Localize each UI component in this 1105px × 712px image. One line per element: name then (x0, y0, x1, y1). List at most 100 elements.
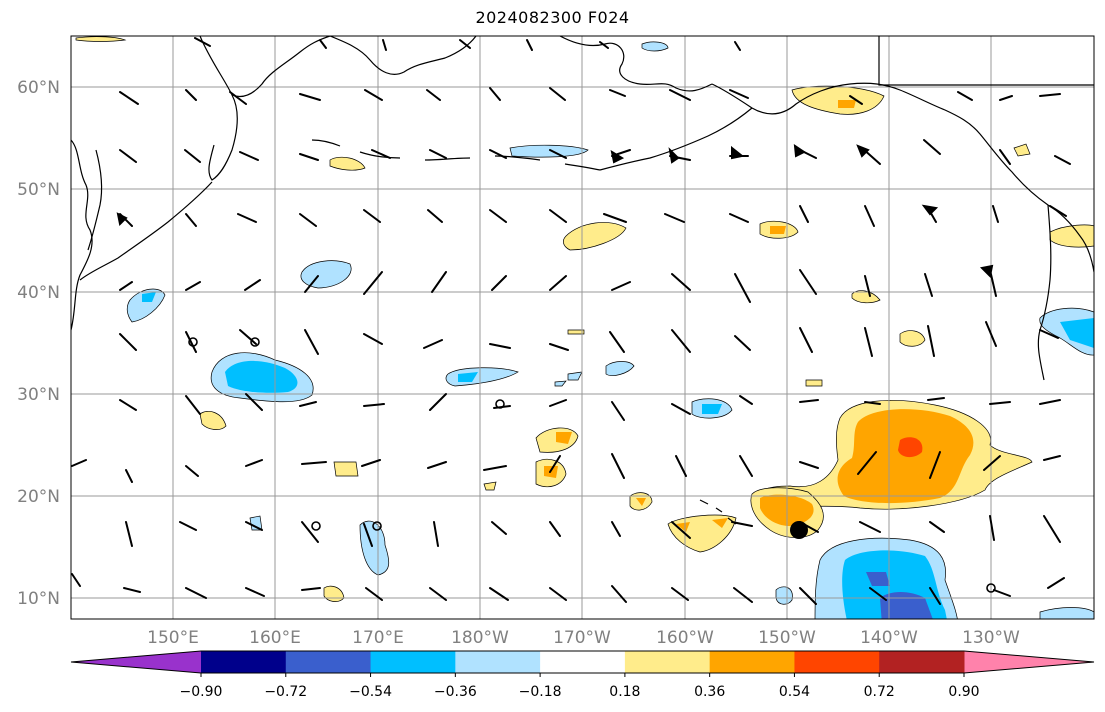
colorbar-extend-low (71, 651, 201, 673)
lon-label: 170°E (352, 628, 404, 648)
calm-wind-circle (250, 337, 260, 347)
wind-flag (979, 264, 994, 279)
kamchatka-coast (199, 36, 238, 181)
colorbar-segment (201, 651, 287, 673)
positive-area (556, 432, 572, 444)
positive-area (567, 329, 585, 335)
lon-label: 160°E (249, 628, 301, 648)
positive-area (851, 290, 881, 304)
wind-barb (119, 205, 1067, 227)
wind-barb (125, 515, 1061, 547)
colorbar-extend-high (964, 651, 1094, 673)
colorbar-tick-label: −0.90 (180, 684, 223, 700)
storm-center-marker (790, 521, 808, 539)
colorbar-segment (285, 651, 372, 673)
colorbar-segment (624, 651, 711, 673)
wind-barb (71, 573, 1065, 605)
aleutian-islands (311, 139, 601, 171)
alaska-west-coast (559, 36, 713, 92)
colorbar-tick-label: −0.36 (434, 684, 477, 700)
calm-wind-circle (495, 399, 505, 409)
colorbar-segment (709, 651, 795, 673)
negative-area (554, 380, 567, 387)
lat-label: 30°N (17, 385, 60, 405)
wind-barb (119, 321, 1059, 357)
positive-area (898, 437, 923, 458)
longitude-labels: 150°E 160°E 170°E 180°W 170°W 160°W 150°… (147, 628, 1020, 648)
bc-coast (1037, 204, 1052, 381)
positive-area (333, 461, 359, 477)
alaska-south-coast (711, 82, 1094, 273)
wind-flag (116, 212, 128, 227)
colorbar-tick-label: −0.54 (349, 684, 392, 700)
negative-area (567, 371, 583, 381)
map-title: 2024082300 F024 (475, 8, 630, 27)
calm-wind-circle (311, 521, 321, 531)
positive-area (805, 379, 823, 387)
wind-flag (856, 144, 870, 158)
negative-area (458, 372, 478, 382)
positive-area (483, 481, 497, 491)
lat-label: 50°N (17, 180, 60, 200)
wind-flag (731, 145, 745, 160)
negative-area (880, 592, 933, 619)
sakhalin (87, 149, 103, 251)
positive-area (676, 522, 690, 532)
kuril-chain (79, 181, 213, 281)
lon-label: 150°W (758, 628, 816, 648)
calm-wind-circle (372, 521, 382, 531)
negative-area (605, 361, 635, 376)
negative-area (866, 572, 890, 586)
negative-area (702, 404, 722, 414)
positive-area (75, 36, 127, 42)
positive-area (899, 330, 926, 347)
colorbar-tick-label: 0.18 (609, 684, 640, 700)
calm-wind-circle (188, 337, 198, 347)
negative-area (300, 260, 352, 289)
colorbar-tick-label: −0.18 (519, 684, 562, 700)
lon-label: 140°W (860, 628, 918, 648)
wind-flag (668, 147, 680, 164)
map-frame (70, 35, 1095, 620)
anomaly-shading (75, 36, 1094, 619)
negative-area (1039, 607, 1094, 619)
chukotka-coast (329, 36, 477, 75)
coastlines (71, 36, 1094, 525)
negative-area (142, 292, 156, 302)
wind-flag (793, 143, 806, 158)
negative-area (509, 144, 589, 158)
colorbar-segment (455, 651, 541, 673)
wind-barb (119, 269, 997, 303)
negative-area (775, 586, 793, 605)
wind-barb (194, 37, 741, 51)
colorbar-tick-label: 0.90 (948, 684, 979, 700)
negative-area (641, 41, 669, 52)
lon-label: 160°W (656, 628, 714, 648)
wind-barb (71, 451, 1061, 483)
lon-label: 150°E (147, 628, 199, 648)
negative-area (1060, 318, 1094, 348)
positive-area (329, 156, 366, 171)
wind-flag (610, 149, 625, 164)
gridlines (71, 36, 1094, 619)
lat-label: 60°N (17, 78, 60, 98)
wind-barbs (71, 37, 1071, 605)
colorbar-tick-labels: −0.90 −0.72 −0.54 −0.36 −0.18 0.18 0.36 0.54 0.7… (180, 673, 980, 700)
lon-label: 180°W (451, 628, 509, 648)
positive-area (1049, 224, 1094, 248)
kamchatka-east (231, 36, 331, 98)
positive-area (323, 585, 345, 602)
calm-wind-circle (986, 583, 996, 593)
positive-area (712, 518, 728, 528)
lat-label: 40°N (17, 283, 60, 303)
lon-label: 170°W (553, 628, 611, 648)
alaska-peninsula (599, 107, 753, 171)
positive-area (563, 222, 627, 251)
positive-area (636, 498, 646, 506)
colorbar-tick-label: 0.36 (694, 684, 725, 700)
wind-barb (119, 139, 1071, 165)
negative-area (126, 288, 166, 323)
positive-area (1013, 143, 1031, 157)
wind-flag (921, 204, 939, 216)
